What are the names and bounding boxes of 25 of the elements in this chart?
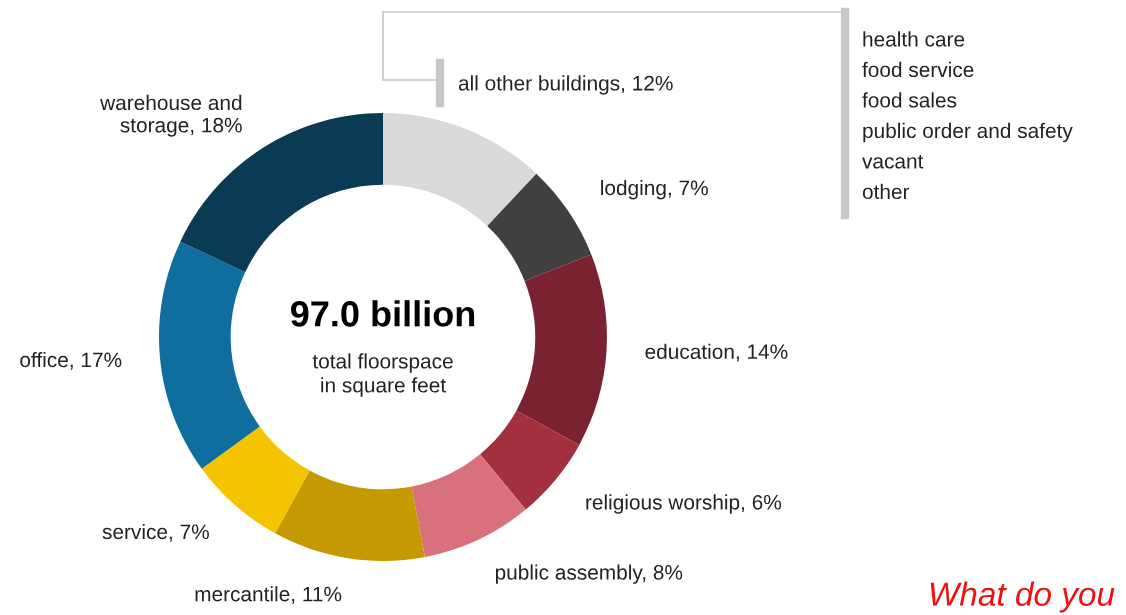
slice-label: service, 7%	[102, 523, 209, 542]
text: food sales	[862, 92, 957, 108]
slice-label: all other buildings, 12%	[458, 75, 673, 95]
donut-slice	[516, 254, 607, 445]
donut-slice	[487, 173, 592, 281]
text: What do you	[930, 581, 1115, 613]
text: 97.0 billion	[290, 300, 475, 327]
slice-label: lodging, 7%	[601, 179, 708, 200]
donut-slice	[411, 454, 526, 558]
donut-slice	[480, 410, 580, 510]
text: food service	[862, 61, 974, 78]
slice-label: religious worship, 6%	[586, 494, 782, 514]
slice-label: warehouse and storage, 18%	[100, 94, 242, 137]
slice-label: office, 17%	[20, 351, 122, 370]
text: other	[862, 183, 910, 200]
donut-slice	[275, 470, 425, 561]
donut-slice	[159, 241, 260, 469]
slice-label: education, 14%	[645, 343, 788, 362]
slice-label: public assembly, 8%	[495, 564, 683, 584]
slice-label: mercantile, 11%	[195, 586, 342, 604]
text: health care	[863, 31, 965, 47]
donut-slice	[383, 113, 537, 226]
text: total floorspace in square feet	[312, 353, 453, 397]
text: vacant	[862, 154, 924, 169]
text: public order and safety	[863, 122, 1073, 143]
